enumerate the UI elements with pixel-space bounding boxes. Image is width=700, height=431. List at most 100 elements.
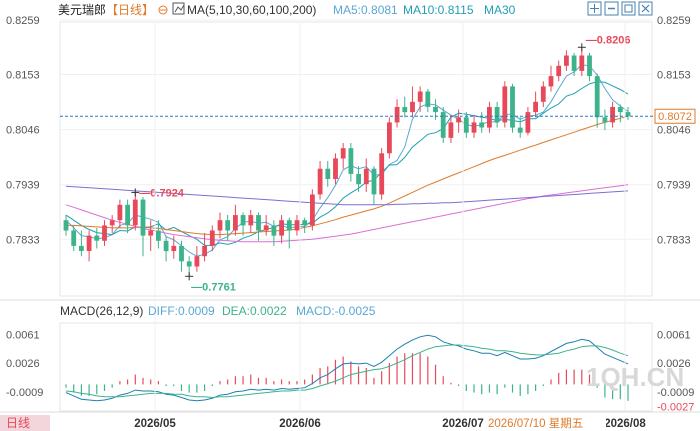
chart-header: 美元瑞郎 【日线】 MA(5,10,30,60,100,200) MA5:0.8… [58,1,653,17]
candle [425,88,431,113]
candle-body [456,117,461,123]
candle-body [179,245,184,262]
candle [294,215,300,236]
candle [86,230,92,262]
candle-body [387,122,392,154]
candle [356,166,361,192]
period-label[interactable]: 【日线】 [106,3,154,17]
cursor-date-bg [484,415,606,431]
candle-body [310,194,315,226]
macd-histogram [65,353,629,401]
candle-body [556,65,562,77]
close-icon[interactable] [638,1,653,16]
candle [379,148,385,200]
candle [602,109,608,131]
macd-value: MACD:-0.0025 [296,304,376,318]
candle [140,197,146,257]
candle [117,199,123,228]
candle-body [463,117,469,133]
candle [433,99,438,120]
fullscreen-icon[interactable] [621,1,636,16]
macd-tick-right: 0.0026 [657,358,691,370]
macd-tick-right: -0.0027 [657,402,694,414]
candle-body [256,215,261,231]
candle [410,86,415,118]
candle [271,220,277,246]
candle-body [425,91,431,107]
candle [456,109,461,133]
candle [394,99,400,128]
date-tick: 2026/08 [604,418,646,430]
candle [202,233,207,262]
annotation-high-1: —0.7924 [139,187,185,199]
watermark: 1QH.CN [586,362,684,392]
candle-body [602,117,608,123]
candle [79,230,84,257]
price-tick-right: 0.7939 [657,180,691,192]
candle [256,212,261,241]
candle [517,117,523,138]
candle [448,114,454,144]
candlesticks [63,47,631,277]
candle-body [487,107,492,128]
price-tick-left: 0.8046 [6,125,40,137]
candle [363,158,369,192]
candle [479,112,485,133]
candle [179,240,184,272]
candle-body [71,230,77,246]
period-switch-icon[interactable] [158,5,168,15]
candle-body [440,112,446,138]
candle-body [333,158,338,179]
candle-body [617,107,623,113]
candle-body [510,86,515,128]
period-button[interactable]: 日线 [6,416,30,430]
zoom-out-icon[interactable] [604,1,619,16]
price-tick-left: 0.8153 [6,70,40,82]
candle [125,199,130,234]
candle [617,104,623,123]
price-axis: 0.8259 0.8259 0.8153 0.8153 0.8046 0.8046 0.79… [6,15,691,246]
candle-body [525,112,531,133]
candle [417,86,423,113]
price-tick-left: 0.7939 [6,180,40,192]
macd-line-diff [65,334,629,402]
candle [194,245,200,272]
candle-body [271,225,277,236]
price-tick-left: 0.8259 [6,15,40,27]
candle-body [294,220,300,231]
candle-body [79,245,84,251]
candle-body [363,168,369,185]
candle-body [479,122,485,128]
period-button-bg[interactable] [0,415,50,431]
candle-body [63,220,69,231]
candle [109,215,115,234]
ma30-value: MA30 [484,3,516,17]
footer: 日线 1QH.CN 2026/07/10 星期五 [0,362,684,431]
macd-axis: 0.0061 0.0061 0.0026 0.0026 -0.0009 -0.0009 -0… [6,329,694,413]
candle-body [125,204,130,226]
candle-body [325,168,331,179]
candle-body [171,245,177,251]
candle-body [340,148,346,159]
candle-body [202,245,207,257]
candle-body [494,107,500,123]
candle [594,73,600,128]
candle-body [394,107,400,123]
candle [263,215,269,236]
candle [533,91,538,118]
price-tick-right: 0.7833 [657,234,691,246]
candle [471,114,477,138]
candle-body [540,86,546,102]
date-axis: 2026/05 2026/06 2026/07 2026/08 [134,22,646,430]
candle-body [379,153,385,195]
ma-settings-label[interactable]: MA(5,10,30,60,100,200) [187,3,316,17]
indicator-chart-icon[interactable] [172,2,185,15]
price-tick-right: 0.8153 [657,70,691,82]
candle [510,83,515,133]
zoom-in-icon[interactable] [587,1,602,16]
candle [225,215,231,241]
candle-body [86,235,92,251]
candle [102,220,107,246]
candle-body [402,107,408,113]
candle-body [217,220,223,231]
